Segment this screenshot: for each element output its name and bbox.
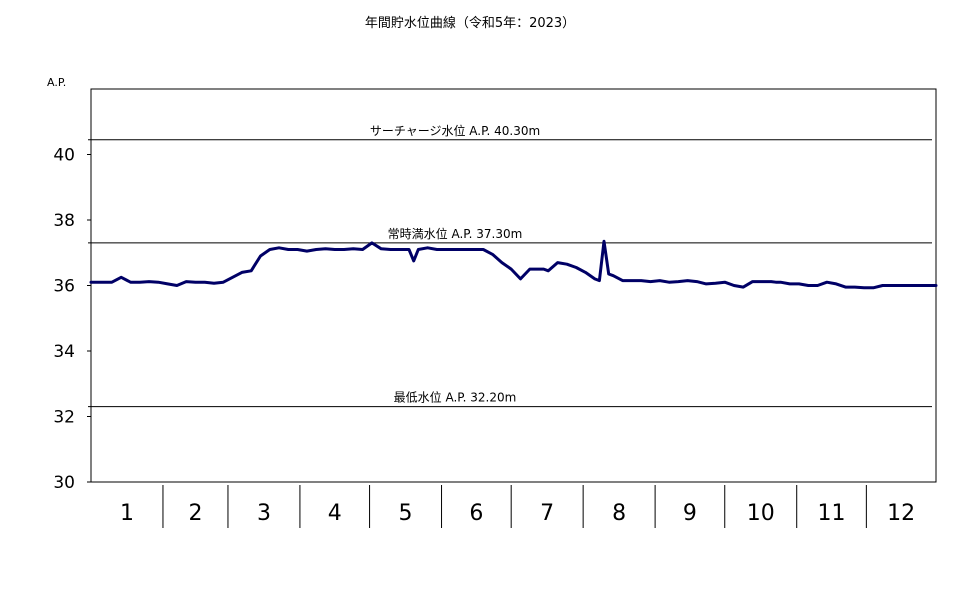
y-axis-unit: A.P. (47, 76, 66, 89)
month-label: 6 (469, 501, 483, 526)
y-tick-label: 34 (53, 342, 75, 362)
month-label: 3 (257, 501, 271, 526)
month-label: 11 (818, 501, 846, 526)
month-label: 10 (747, 501, 775, 526)
y-tick-label: 32 (53, 408, 75, 428)
chart-title: 年間貯水位曲線（令和5年：2023） (365, 15, 575, 31)
reference-line-label: サーチャージ水位 A.P. 40.30m (370, 123, 540, 138)
month-label: 1 (120, 501, 134, 526)
month-axis: 1 2 3 4 5 6 7 8 9 10 11 12 (120, 485, 915, 528)
reference-line-label: 常時満水位 A.P. 37.30m (388, 226, 523, 241)
month-label: 9 (683, 501, 697, 526)
y-axis-ticks: 30 32 34 36 38 40 (53, 146, 91, 493)
y-tick-label: 40 (53, 146, 75, 166)
y-tick-label: 30 (53, 473, 75, 493)
y-tick-label: 36 (53, 277, 75, 297)
y-tick-label: 38 (53, 211, 75, 231)
month-label: 12 (887, 501, 915, 526)
series-layer (89, 239, 938, 290)
reference-lines: サーチャージ水位 A.P. 40.30m 常時満水位 A.P. 37.30m 最低水… (88, 123, 932, 408)
month-label: 5 (399, 501, 413, 526)
reference-line-label: 最低水位 A.P. 32.20m (394, 390, 517, 405)
month-label: 2 (188, 501, 202, 526)
month-label: 8 (612, 501, 626, 526)
water-level-series-line (89, 239, 938, 290)
month-label: 4 (328, 501, 342, 526)
month-label: 7 (540, 501, 554, 526)
